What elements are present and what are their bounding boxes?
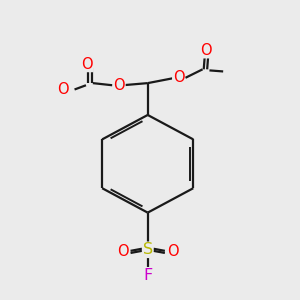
Text: S: S bbox=[143, 242, 153, 257]
Text: O: O bbox=[117, 244, 128, 260]
Text: O: O bbox=[173, 70, 184, 85]
Text: O: O bbox=[81, 56, 93, 71]
Text: O: O bbox=[57, 82, 69, 97]
Text: O: O bbox=[167, 244, 179, 260]
Text: F: F bbox=[143, 268, 152, 283]
Text: O: O bbox=[200, 43, 212, 58]
Text: O: O bbox=[113, 78, 125, 93]
